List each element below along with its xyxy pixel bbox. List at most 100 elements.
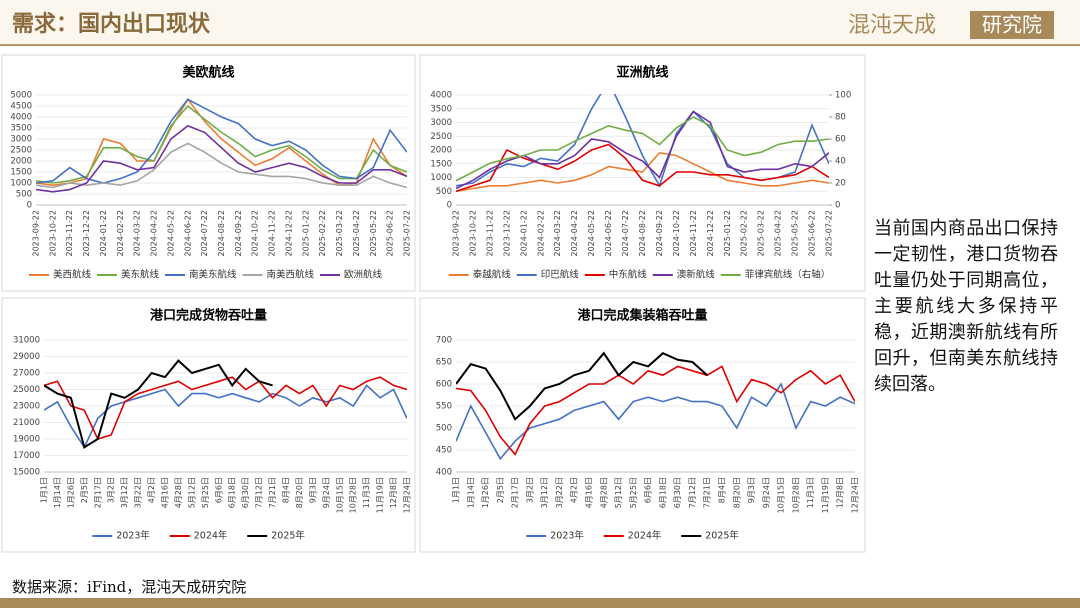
x-tick-label: 8月4日 — [718, 477, 727, 503]
y2-tick-label: 80 — [835, 113, 846, 123]
x-tick-label: 2023-10-22 — [468, 210, 477, 257]
legend-label: 菲律宾航线（右轴） — [745, 269, 831, 281]
legend-label: 2024年 — [194, 530, 228, 542]
logo-text: 混沌天成 — [848, 13, 936, 38]
x-tick-label: 2024-05-22 — [166, 210, 175, 257]
y-tick-label: 500 — [436, 187, 452, 197]
x-tick-label: 2024-05-22 — [587, 210, 596, 257]
x-tick-label: 9月3日 — [747, 477, 756, 503]
x-tick-label: 2025-05-22 — [791, 210, 800, 257]
x-tick-label: 12月8日 — [836, 477, 845, 508]
chart-title: 美欧航线 — [182, 65, 234, 81]
x-tick-label: 2024-01-22 — [519, 210, 528, 257]
y-tick-label: 650 — [436, 358, 452, 368]
x-tick-label: 3月12日 — [540, 477, 549, 508]
x-tick-label: 2025-02-22 — [740, 210, 749, 257]
x-tick-label: 1月26日 — [66, 477, 75, 508]
x-tick-label: 6月6日 — [214, 477, 223, 503]
y-tick-label: 29000 — [13, 352, 40, 362]
body-text: 当前国内商品出口保持一定韧性，港口货物吞吐量仍处于同期高位，主要航线大多保持平稳… — [874, 218, 1058, 395]
x-tick-label: 9月24日 — [322, 477, 331, 508]
x-tick-label: 8月20日 — [732, 477, 741, 508]
x-tick-label: 11月3日 — [806, 477, 815, 508]
x-tick-label: 2025-04-22 — [774, 210, 783, 257]
x-tick-label: 2024-06-22 — [183, 210, 192, 257]
x-tick-label: 2月17日 — [93, 477, 102, 508]
x-tick-label: 12月8日 — [389, 477, 398, 508]
header-band — [0, 0, 1080, 44]
x-tick-label: 2025-05-22 — [369, 210, 378, 257]
x-tick-label: 5月25日 — [201, 477, 210, 508]
x-tick-label: 8月4日 — [282, 477, 291, 503]
x-tick-label: 2024-09-22 — [655, 210, 664, 257]
x-tick-label: 2023-09-22 — [32, 210, 41, 257]
x-tick-label: 12月24日 — [851, 477, 860, 513]
y-tick-label: 3500 — [10, 124, 32, 134]
y-tick-label: 2500 — [430, 132, 452, 142]
chart-panel: 亚洲航线 0 500 1000 1500 2000 2500 3000 3500 4000 0 20 4… — [419, 54, 866, 292]
chart-title: 亚洲航线 — [616, 65, 668, 81]
legend-label: 中东航线 — [609, 269, 648, 281]
y-tick-label: 21000 — [13, 418, 40, 428]
legend-label: 美东航线 — [121, 269, 160, 281]
y-tick-label: 4500 — [10, 102, 32, 112]
x-tick-label: 6月30日 — [673, 477, 682, 508]
x-tick-label: 3月2日 — [107, 477, 116, 503]
series-line — [36, 124, 407, 193]
x-tick-label: 4月2日 — [570, 477, 579, 503]
x-tick-label: 2025-03-22 — [757, 210, 766, 257]
x-tick-label: 2024-08-22 — [638, 210, 647, 257]
logo-box — [970, 11, 1054, 39]
legend-label: 澳新航线 — [677, 269, 716, 281]
y-tick-label: 4000 — [430, 91, 452, 101]
x-tick-label: 6月30日 — [241, 477, 250, 508]
y-tick-label: 25000 — [13, 385, 40, 395]
x-tick-label: 12月24日 — [403, 477, 412, 513]
x-tick-label: 2023-12-22 — [82, 210, 91, 257]
y-tick-label: 3500 — [430, 104, 452, 114]
x-tick-label: 5月12日 — [614, 477, 623, 508]
x-tick-label: 4月16日 — [161, 477, 170, 508]
x-tick-label: 4月28日 — [174, 477, 183, 508]
header-rule — [0, 44, 1080, 46]
x-tick-label: 6月18日 — [228, 477, 237, 508]
x-tick-label: 1月14日 — [466, 477, 475, 508]
x-tick-label: 2025-06-22 — [808, 210, 817, 257]
y-tick-label: 400 — [436, 468, 452, 478]
x-tick-label: 2024-12-22 — [284, 210, 293, 257]
x-tick-label: 11月19日 — [821, 477, 830, 513]
x-tick-label: 2024-02-22 — [536, 210, 545, 257]
x-tick-label: 7月21日 — [268, 477, 277, 508]
x-tick-label: 10月28日 — [349, 477, 358, 513]
legend-label: 南美东航线 — [189, 269, 237, 281]
x-tick-label: 2024-03-22 — [133, 210, 142, 257]
y-tick-label: 550 — [436, 402, 452, 412]
y-tick-label: 15000 — [13, 468, 40, 478]
x-tick-label: 2023-12-22 — [502, 210, 511, 257]
x-tick-label: 2025-07-22 — [825, 210, 834, 257]
y-tick-label: 2000 — [10, 157, 32, 167]
legend-label: 2025年 — [271, 530, 305, 542]
legend-label: 欧洲航线 — [344, 269, 383, 281]
legend-label: 2023年 — [116, 530, 150, 542]
y-tick-label: 3000 — [10, 135, 32, 145]
x-tick-label: 2024-08-22 — [217, 210, 226, 257]
x-tick-label: 10月28日 — [791, 477, 800, 513]
x-tick-label: 2025-01-22 — [723, 210, 732, 257]
y-tick-label: 600 — [436, 380, 452, 390]
x-tick-label: 3月2日 — [525, 477, 534, 503]
series-line — [44, 359, 273, 449]
y-tick-label: 17000 — [13, 451, 40, 461]
series-line — [456, 351, 708, 421]
y-tick-label: 31000 — [13, 336, 40, 346]
x-tick-label: 1月1日 — [452, 477, 461, 503]
y2-tick-label: 40 — [835, 157, 846, 167]
chart-panel: 美欧航线 050010001500200025003000350040004500… — [1, 54, 416, 292]
source: 数据来源：iFind，混沌天成研究院 — [12, 578, 246, 596]
x-tick-label: 7月12日 — [255, 477, 264, 508]
x-tick-label: 2025-06-22 — [386, 210, 395, 257]
x-tick-label: 2024-06-22 — [604, 210, 613, 257]
x-tick-label: 10月15日 — [335, 477, 344, 513]
x-tick-label: 2024-03-22 — [553, 210, 562, 257]
